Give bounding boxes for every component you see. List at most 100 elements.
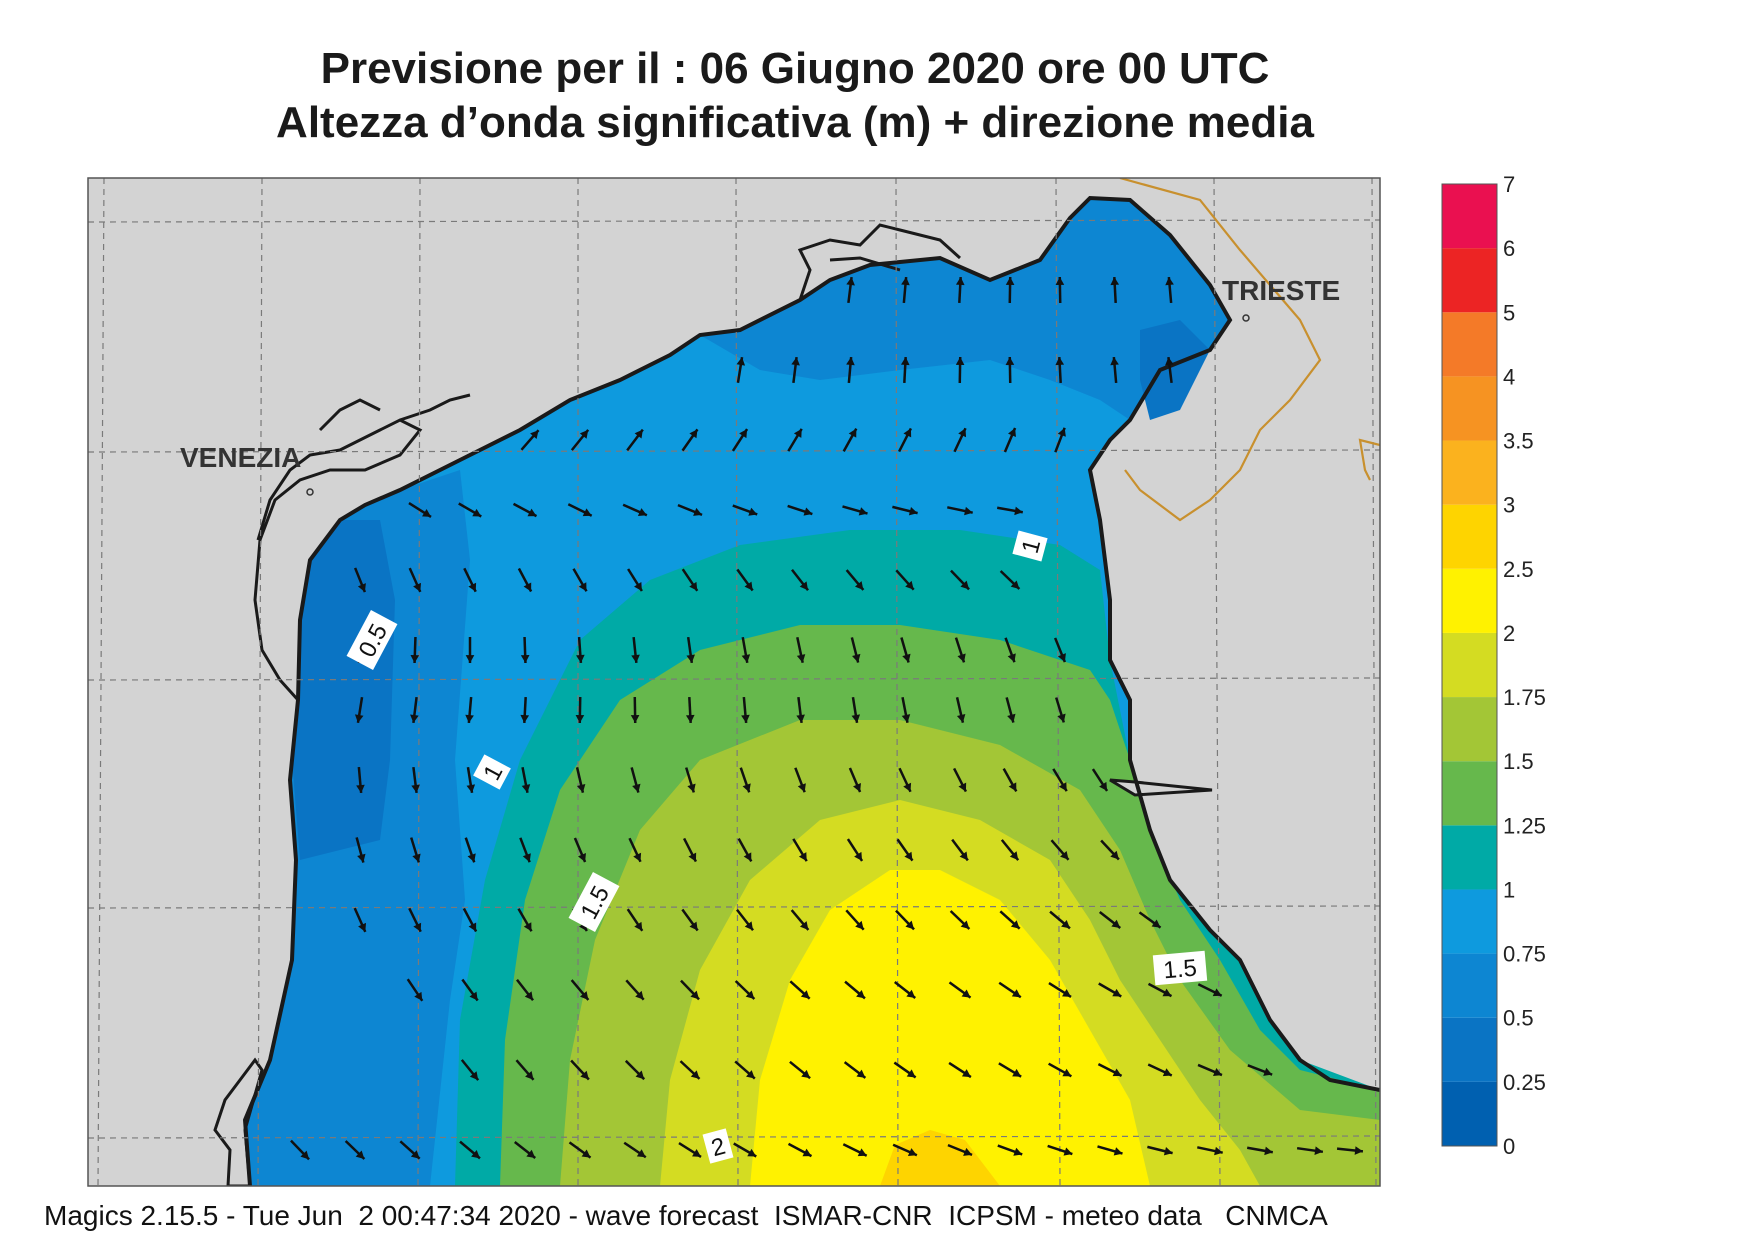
direction-arrowhead (636, 1149, 646, 1158)
direction-arrowhead (467, 853, 476, 863)
direction-arrowhead (748, 507, 758, 516)
direction-arrowhead (412, 853, 421, 863)
legend-swatch (1442, 632, 1497, 698)
direction-arrowhead (520, 714, 530, 723)
direction-arrowhead (960, 920, 970, 930)
direction-arrowhead (1151, 919, 1161, 928)
direction-arrowhead (471, 1149, 480, 1159)
direction-arrowhead (961, 1069, 971, 1078)
band-2-2.5 (750, 870, 1150, 1186)
legend-swatch (1442, 440, 1497, 505)
direction-arrowhead (521, 784, 531, 793)
direction-arrowhead (580, 1070, 589, 1080)
direction-arrowhead (634, 429, 643, 439)
direction-arrowhead (357, 583, 366, 593)
direction-arrowhead (582, 508, 592, 517)
legend-swatch (1442, 889, 1497, 954)
direction-arrowhead (526, 1149, 536, 1159)
legend-swatch (1442, 697, 1497, 762)
direction-arrowhead (906, 1069, 916, 1078)
direction-arrowhead (961, 989, 971, 998)
direction-arrowhead (956, 714, 966, 723)
direction-arrowhead (957, 653, 966, 663)
direction-arrowhead (1011, 989, 1021, 998)
direction-arrowhead (466, 784, 476, 793)
direction-arrowhead (803, 507, 813, 516)
direction-arrowhead (1110, 277, 1120, 286)
direction-arrowhead (634, 921, 643, 931)
legend-tick-label: 3 (1503, 493, 1515, 518)
legend-tick-label: 5 (1503, 300, 1515, 325)
legend-swatch (1442, 376, 1497, 441)
direction-arrowhead (1113, 1147, 1123, 1156)
direction-arrowhead (960, 580, 970, 590)
direction-arrowhead (747, 1148, 757, 1157)
direction-arrowhead (741, 654, 751, 663)
direction-arrowhead (959, 851, 968, 861)
contour-label: 1 (1012, 530, 1048, 562)
direction-arrowhead (1263, 1067, 1273, 1076)
direction-arrowhead (958, 782, 967, 792)
legend-tick-label: 0 (1503, 1134, 1515, 1159)
legend-swatch (1442, 504, 1497, 569)
city-marker-trieste (1242, 314, 1250, 322)
direction-arrowhead (854, 851, 863, 861)
direction-arrowhead (846, 357, 855, 366)
direction-arrowhead (1010, 580, 1020, 590)
direction-arrowhead (633, 852, 642, 862)
direction-arrowhead (469, 1071, 479, 1081)
direction-arrowhead (796, 654, 806, 663)
direction-arrowhead (1112, 988, 1122, 997)
direction-arrowhead (901, 714, 911, 723)
map-variable-title: Altezza d’onda significativa (m) + direz… (276, 98, 1314, 147)
direction-arrowhead (964, 506, 973, 516)
direction-arrowhead (579, 991, 589, 1000)
direction-arrowhead (856, 989, 865, 999)
band-0.25-0.5 (292, 520, 395, 860)
legend-swatch (1442, 761, 1497, 826)
band-0.5-0.75-ne (700, 198, 1230, 420)
legend-tick-label: 2.5 (1503, 557, 1534, 582)
direction-arrowhead (1163, 1147, 1173, 1156)
direction-arrowhead (576, 784, 586, 793)
direction-arrowhead (1009, 851, 1019, 861)
direction-arrowhead (637, 508, 647, 517)
direction-arrowhead (854, 581, 864, 590)
direction-arrowhead (1005, 357, 1015, 365)
direction-arrowhead (356, 784, 365, 793)
direction-arrowhead (801, 1069, 811, 1079)
direction-arrowhead (799, 921, 809, 930)
direction-arrowhead (800, 990, 810, 999)
direction-arrowhead (631, 654, 640, 663)
direction-arrowhead (693, 507, 703, 516)
direction-arrowhead (858, 507, 868, 516)
direction-arrowhead (955, 277, 965, 286)
direction-arrowhead (736, 357, 746, 366)
direction-arrowhead (579, 429, 589, 439)
direction-arrowhead (1057, 713, 1066, 723)
direction-arrowhead (1063, 1147, 1073, 1156)
direction-arrowhead (524, 991, 534, 1001)
city-label-venezia: VENEZIA (180, 442, 301, 473)
direction-arrowhead (469, 991, 478, 1001)
direction-arrowhead (853, 783, 861, 792)
legend-tick-label: 3.5 (1503, 429, 1534, 454)
band-0.25-0.5-ne (1140, 320, 1210, 420)
direction-arrowhead (688, 852, 697, 862)
direction-arrowhead (690, 1070, 700, 1079)
contour-label: 1 (473, 754, 511, 790)
direction-arrowhead (1013, 1147, 1023, 1156)
direction-arrowhead (1165, 277, 1174, 286)
direction-arrowhead (1055, 357, 1065, 366)
direction-arrowhead (576, 654, 585, 663)
direction-arrowhead (851, 714, 861, 723)
direction-arrowhead (575, 715, 585, 723)
border-line (1119, 178, 1380, 522)
legend-swatch (1442, 248, 1497, 313)
band-2.5-3 (880, 1130, 1000, 1186)
wave-direction-arrows (290, 276, 1364, 1161)
direction-arrowhead (743, 852, 752, 862)
direction-arrowhead (1110, 357, 1119, 366)
city-marker-venezia (306, 488, 314, 496)
direction-arrowhead (1099, 781, 1108, 791)
